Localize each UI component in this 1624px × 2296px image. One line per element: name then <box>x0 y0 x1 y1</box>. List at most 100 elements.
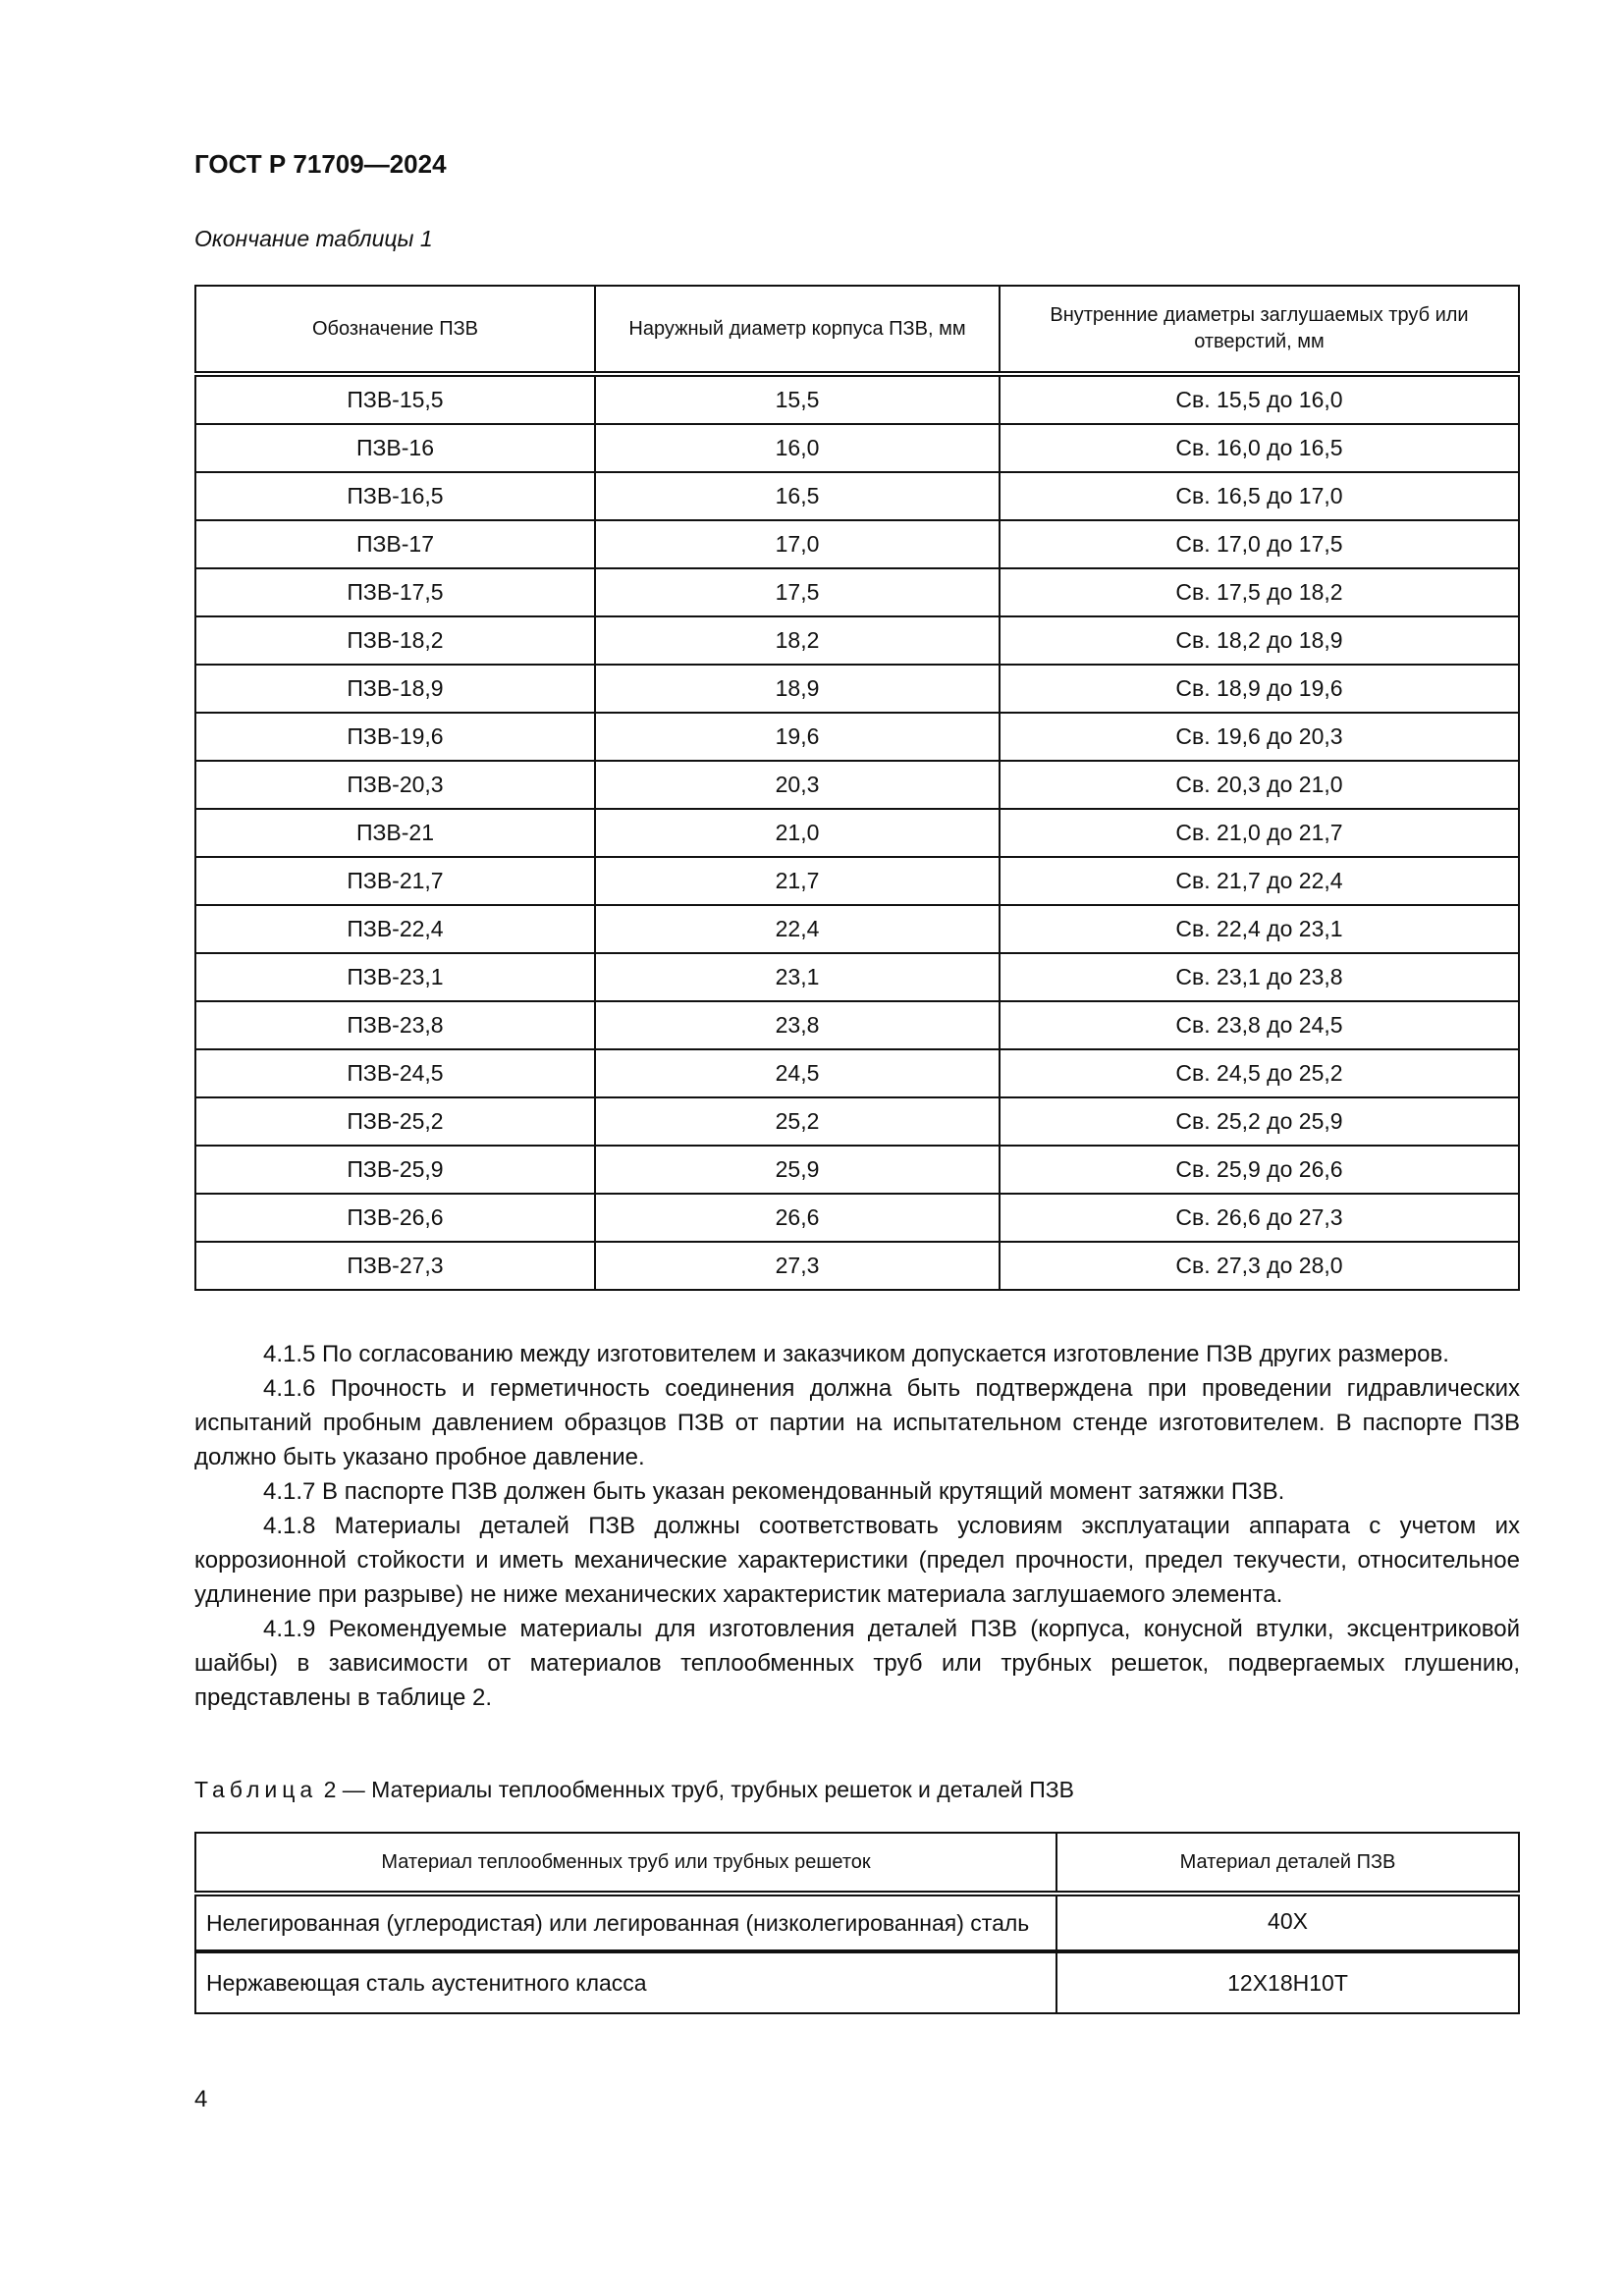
table-cell: Св. 17,5 до 18,2 <box>999 567 1520 617</box>
table-cell: Св. 18,2 до 18,9 <box>999 615 1520 666</box>
table-row: ПЗВ-25,2 25,2 Св. 25,2 до 25,9 <box>194 1096 1520 1147</box>
table-cell: Нержавеющая сталь аустенитного класса <box>194 1950 1057 2014</box>
table-cell: Св. 24,5 до 25,2 <box>999 1048 1520 1098</box>
table-cell: Св. 26,6 до 27,3 <box>999 1193 1520 1243</box>
table-cell: ПЗВ-27,3 <box>194 1241 596 1291</box>
table-cell: Св. 16,0 до 16,5 <box>999 423 1520 473</box>
table-cell: ПЗВ-15,5 <box>194 373 596 425</box>
table-cell: 22,4 <box>594 904 1001 954</box>
table-cell: Св. 25,2 до 25,9 <box>999 1096 1520 1147</box>
table-cell: Св. 21,7 до 22,4 <box>999 856 1520 906</box>
table-row: ПЗВ-22,4 22,4 Св. 22,4 до 23,1 <box>194 904 1520 954</box>
table-cell: Св. 18,9 до 19,6 <box>999 664 1520 714</box>
table-cell: 27,3 <box>594 1241 1001 1291</box>
paragraph-4-1-6: 4.1.6 Прочность и герметичность соединен… <box>194 1375 1520 1470</box>
table-row: ПЗВ-25,9 25,9 Св. 25,9 до 26,6 <box>194 1145 1520 1195</box>
caption-text: 2 — Материалы теплообменных труб, трубны… <box>317 1777 1075 1802</box>
table-cell: ПЗВ-23,1 <box>194 952 596 1002</box>
table-row: ПЗВ-21 21,0 Св. 21,0 до 21,7 <box>194 808 1520 858</box>
table-cell: 16,0 <box>594 423 1001 473</box>
table-cell: Св. 22,4 до 23,1 <box>999 904 1520 954</box>
table-cell: Св. 27,3 до 28,0 <box>999 1241 1520 1291</box>
table-cell: Св. 20,3 до 21,0 <box>999 760 1520 810</box>
table-cell: ПЗВ-17,5 <box>194 567 596 617</box>
table-row: ПЗВ-17 17,0 Св. 17,0 до 17,5 <box>194 519 1520 569</box>
table-row: ПЗВ-21,7 21,7 Св. 21,7 до 22,4 <box>194 856 1520 906</box>
table-row: ПЗВ-18,9 18,9 Св. 18,9 до 19,6 <box>194 664 1520 714</box>
table-cell: ПЗВ-19,6 <box>194 712 596 762</box>
table-cell: ПЗВ-25,9 <box>194 1145 596 1195</box>
table-cell: 21,0 <box>594 808 1001 858</box>
table-cell: ПЗВ-21,7 <box>194 856 596 906</box>
table-row: Нержавеющая сталь аустенитного класса 12… <box>194 1950 1520 2014</box>
table-cell: ПЗВ-17 <box>194 519 596 569</box>
table-row: ПЗВ-27,3 27,3 Св. 27,3 до 28,0 <box>194 1241 1520 1291</box>
table-cell: 17,5 <box>594 567 1001 617</box>
table-row: ПЗВ-26,6 26,6 Св. 26,6 до 27,3 <box>194 1193 1520 1243</box>
table-cell: ПЗВ-23,8 <box>194 1000 596 1050</box>
table-cell: 25,9 <box>594 1145 1001 1195</box>
paragraph-4-1-9: 4.1.9 Рекомендуемые материалы для изгото… <box>194 1616 1520 1711</box>
table-cell: 23,8 <box>594 1000 1001 1050</box>
table-cell: 21,7 <box>594 856 1001 906</box>
table-1: Обозначение ПЗВ Наружный диаметр корпуса… <box>194 285 1520 1291</box>
table-cell: ПЗВ-20,3 <box>194 760 596 810</box>
table-cell: 23,1 <box>594 952 1001 1002</box>
table-cell: Св. 15,5 до 16,0 <box>999 373 1520 425</box>
table-cell: 19,6 <box>594 712 1001 762</box>
table-continuation-label: Окончание таблицы 1 <box>194 226 433 251</box>
table-cell: ПЗВ-16 <box>194 423 596 473</box>
table-cell: 17,0 <box>594 519 1001 569</box>
table-cell: 18,2 <box>594 615 1001 666</box>
column-header: Материал деталей ПЗВ <box>1056 1832 1520 1895</box>
table-cell: ПЗВ-24,5 <box>194 1048 596 1098</box>
table-cell: ПЗВ-26,6 <box>194 1193 596 1243</box>
table-2-caption: Таблица 2 — Материалы теплообменных труб… <box>194 1777 1074 1803</box>
table-cell: Св. 23,1 до 23,8 <box>999 952 1520 1002</box>
table-cell: Св. 17,0 до 17,5 <box>999 519 1520 569</box>
table-cell: Св. 25,9 до 26,6 <box>999 1145 1520 1195</box>
table-cell: ПЗВ-22,4 <box>194 904 596 954</box>
table-cell: Св. 16,5 до 17,0 <box>999 471 1520 521</box>
paragraph-4-1-7: 4.1.7 В паспорте ПЗВ должен быть указан … <box>263 1478 1285 1505</box>
table-row: ПЗВ-16 16,0 Св. 16,0 до 16,5 <box>194 423 1520 473</box>
table-cell: 24,5 <box>594 1048 1001 1098</box>
table-cell: ПЗВ-25,2 <box>194 1096 596 1147</box>
table-cell: ПЗВ-16,5 <box>194 471 596 521</box>
table-cell: ПЗВ-18,9 <box>194 664 596 714</box>
paragraph-4-1-5: 4.1.5 По согласованию между изготовителе… <box>263 1341 1449 1367</box>
table-row: ПЗВ-19,6 19,6 Св. 19,6 до 20,3 <box>194 712 1520 762</box>
column-header: Обозначение ПЗВ <box>194 285 596 375</box>
table-cell: 15,5 <box>594 373 1001 425</box>
table-cell: Св. 23,8 до 24,5 <box>999 1000 1520 1050</box>
column-header: Наружный диаметр корпуса ПЗВ, мм <box>594 285 1001 375</box>
table-header-row: Обозначение ПЗВ Наружный диаметр корпуса… <box>194 285 1520 375</box>
table-row: ПЗВ-17,5 17,5 Св. 17,5 до 18,2 <box>194 567 1520 617</box>
column-header: Внутренние диаметры заглушаемых труб или… <box>999 285 1520 375</box>
table-cell: 16,5 <box>594 471 1001 521</box>
table-row: ПЗВ-23,8 23,8 Св. 23,8 до 24,5 <box>194 1000 1520 1050</box>
page-number: 4 <box>194 2086 208 2112</box>
table-row: ПЗВ-15,5 15,5 Св. 15,5 до 16,0 <box>194 373 1520 425</box>
table-cell: ПЗВ-21 <box>194 808 596 858</box>
table-row: ПЗВ-20,3 20,3 Св. 20,3 до 21,0 <box>194 760 1520 810</box>
table-cell: Нелегированная (углеродистая) или легиро… <box>194 1893 1057 1952</box>
paragraph-4-1-8: 4.1.8 Материалы деталей ПЗВ должны соотв… <box>194 1513 1520 1608</box>
table-cell: 18,9 <box>594 664 1001 714</box>
table-cell: ПЗВ-18,2 <box>194 615 596 666</box>
column-header: Материал теплообменных труб или трубных … <box>194 1832 1057 1895</box>
table-header-row: Материал теплообменных труб или трубных … <box>194 1832 1520 1895</box>
table-row: Нелегированная (углеродистая) или легиро… <box>194 1893 1520 1952</box>
table-cell: 26,6 <box>594 1193 1001 1243</box>
table-row: ПЗВ-18,2 18,2 Св. 18,2 до 18,9 <box>194 615 1520 666</box>
table-2: Материал теплообменных труб или трубных … <box>194 1832 1520 2014</box>
table-row: ПЗВ-23,1 23,1 Св. 23,1 до 23,8 <box>194 952 1520 1002</box>
table-cell: Св. 19,6 до 20,3 <box>999 712 1520 762</box>
table-cell: Св. 21,0 до 21,7 <box>999 808 1520 858</box>
table-cell: 12Х18Н10Т <box>1056 1950 1520 2014</box>
table-row: ПЗВ-24,5 24,5 Св. 24,5 до 25,2 <box>194 1048 1520 1098</box>
caption-label: Таблица <box>194 1777 318 1802</box>
table-cell: 25,2 <box>594 1096 1001 1147</box>
table-row: ПЗВ-16,5 16,5 Св. 16,5 до 17,0 <box>194 471 1520 521</box>
body-text: 4.1.5 По согласованию между изготовителе… <box>194 1337 1520 1715</box>
